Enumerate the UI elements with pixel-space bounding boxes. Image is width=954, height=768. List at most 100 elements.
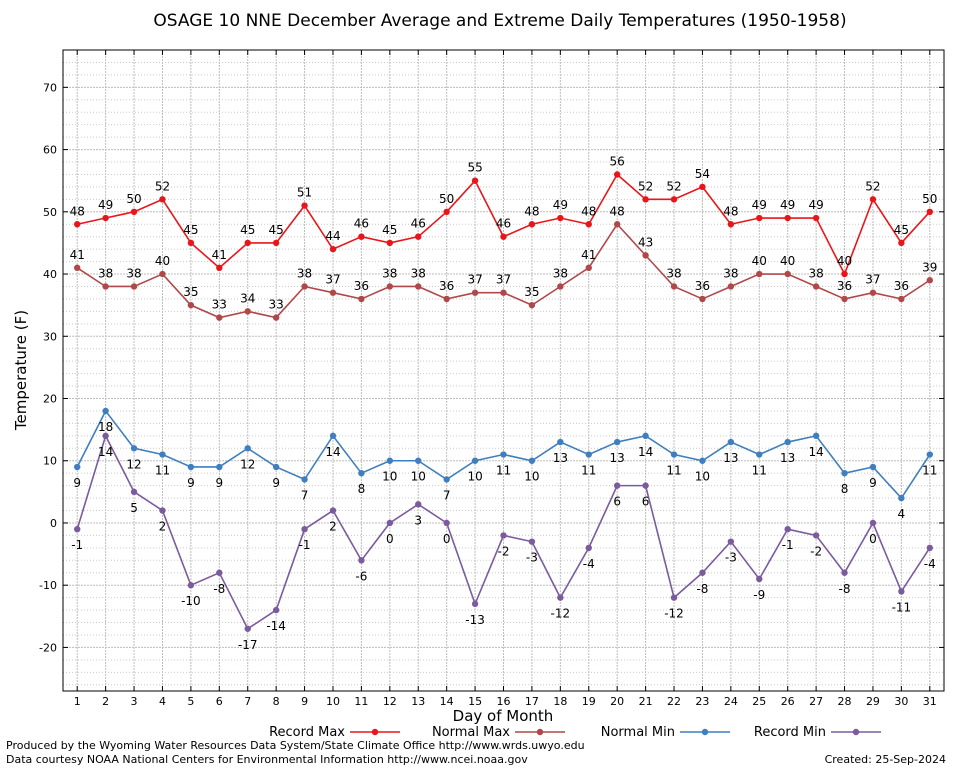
data-label: 11 bbox=[922, 464, 937, 478]
data-label: 7 bbox=[443, 488, 451, 502]
data-label: 45 bbox=[183, 223, 198, 237]
data-label: 49 bbox=[752, 198, 767, 212]
data-label: 18 bbox=[98, 420, 113, 434]
data-label: 14 bbox=[638, 445, 653, 459]
data-label: -1 bbox=[71, 538, 83, 552]
data-label: 8 bbox=[841, 482, 849, 496]
data-label: 9 bbox=[187, 476, 195, 490]
data-label: 50 bbox=[126, 192, 141, 206]
data-label: 7 bbox=[301, 488, 309, 502]
data-point bbox=[500, 532, 507, 539]
x-tick-label: 15 bbox=[468, 695, 482, 708]
data-label: 55 bbox=[467, 161, 482, 175]
data-point bbox=[272, 463, 280, 471]
data-label: 51 bbox=[297, 186, 312, 200]
data-point bbox=[415, 501, 422, 508]
data-point bbox=[216, 463, 223, 471]
data-label: 38 bbox=[666, 266, 681, 280]
data-point bbox=[585, 451, 592, 458]
data-label: 14 bbox=[98, 445, 113, 459]
data-point bbox=[329, 245, 337, 253]
data-label: 5 bbox=[130, 501, 138, 515]
data-point bbox=[130, 445, 138, 452]
data-label: 36 bbox=[695, 279, 710, 293]
data-point bbox=[102, 432, 109, 440]
x-tick-label: 12 bbox=[383, 695, 397, 708]
footer-credit-line-1: Produced by the Wyoming Water Resources … bbox=[6, 739, 585, 752]
x-tick-label: 24 bbox=[724, 695, 738, 708]
data-label: 36 bbox=[354, 279, 369, 293]
data-point bbox=[812, 432, 820, 440]
data-label: 49 bbox=[808, 198, 823, 212]
series-record-max bbox=[74, 171, 933, 278]
data-point bbox=[244, 445, 251, 452]
legend-marker bbox=[536, 728, 544, 736]
x-tick-label: 29 bbox=[866, 695, 880, 708]
data-point bbox=[898, 239, 905, 247]
chart-title: OSAGE 10 NNE December Average and Extrem… bbox=[153, 11, 846, 31]
data-point bbox=[130, 283, 138, 290]
footer-created-date: Created: 25-Sep-2024 bbox=[825, 753, 946, 766]
data-point bbox=[585, 544, 592, 552]
data-point bbox=[74, 525, 81, 533]
data-point bbox=[841, 270, 848, 278]
data-point bbox=[386, 239, 394, 247]
x-tick-label: 27 bbox=[809, 695, 823, 708]
data-label: 34 bbox=[240, 291, 255, 305]
data-point bbox=[102, 283, 109, 290]
data-label: 45 bbox=[894, 223, 909, 237]
data-label: 46 bbox=[354, 217, 369, 231]
data-point bbox=[159, 270, 166, 278]
data-point bbox=[642, 196, 649, 203]
data-point bbox=[613, 171, 621, 178]
x-tick-label: 21 bbox=[639, 695, 653, 708]
data-point bbox=[727, 538, 735, 545]
data-point bbox=[670, 594, 678, 601]
data-label: 9 bbox=[272, 476, 280, 490]
data-label: 12 bbox=[126, 457, 141, 471]
data-label: 6 bbox=[642, 495, 650, 509]
data-point bbox=[699, 457, 706, 464]
x-tick-label: 14 bbox=[440, 695, 454, 708]
data-label: -10 bbox=[181, 594, 201, 608]
data-point bbox=[386, 519, 394, 527]
data-label: 49 bbox=[98, 198, 113, 212]
data-point bbox=[500, 451, 507, 458]
data-point bbox=[926, 451, 933, 458]
data-point bbox=[557, 438, 564, 446]
data-point bbox=[159, 196, 166, 203]
data-label: -8 bbox=[213, 582, 225, 596]
data-point bbox=[415, 283, 422, 290]
data-point bbox=[841, 295, 848, 303]
data-label: -12 bbox=[551, 607, 571, 621]
data-point bbox=[358, 469, 365, 477]
data-label: -3 bbox=[725, 551, 737, 565]
data-label: 48 bbox=[524, 204, 539, 218]
data-point bbox=[216, 569, 223, 576]
data-point bbox=[869, 289, 877, 296]
data-label: 33 bbox=[269, 298, 284, 312]
data-point bbox=[670, 451, 678, 458]
data-label: 2 bbox=[329, 520, 337, 534]
data-label: 46 bbox=[496, 217, 511, 231]
data-label: -8 bbox=[839, 582, 851, 596]
data-point bbox=[557, 594, 564, 601]
data-label: 45 bbox=[382, 223, 397, 237]
y-tick-label: -20 bbox=[39, 641, 57, 654]
data-label: 50 bbox=[922, 192, 937, 206]
y-tick-label: 20 bbox=[43, 393, 57, 406]
x-tick-label: 7 bbox=[244, 695, 251, 708]
data-label: 11 bbox=[581, 464, 596, 478]
data-point bbox=[642, 482, 649, 489]
data-point bbox=[301, 525, 308, 533]
data-point bbox=[756, 451, 763, 458]
x-tick-label: 18 bbox=[553, 695, 567, 708]
data-label: 38 bbox=[126, 266, 141, 280]
y-tick-label: 40 bbox=[43, 268, 57, 281]
data-point bbox=[329, 507, 337, 514]
y-axis-label: Temperature (F) bbox=[12, 310, 30, 431]
data-point bbox=[500, 289, 507, 296]
data-label: 38 bbox=[98, 266, 113, 280]
x-tick-label: 19 bbox=[582, 695, 596, 708]
